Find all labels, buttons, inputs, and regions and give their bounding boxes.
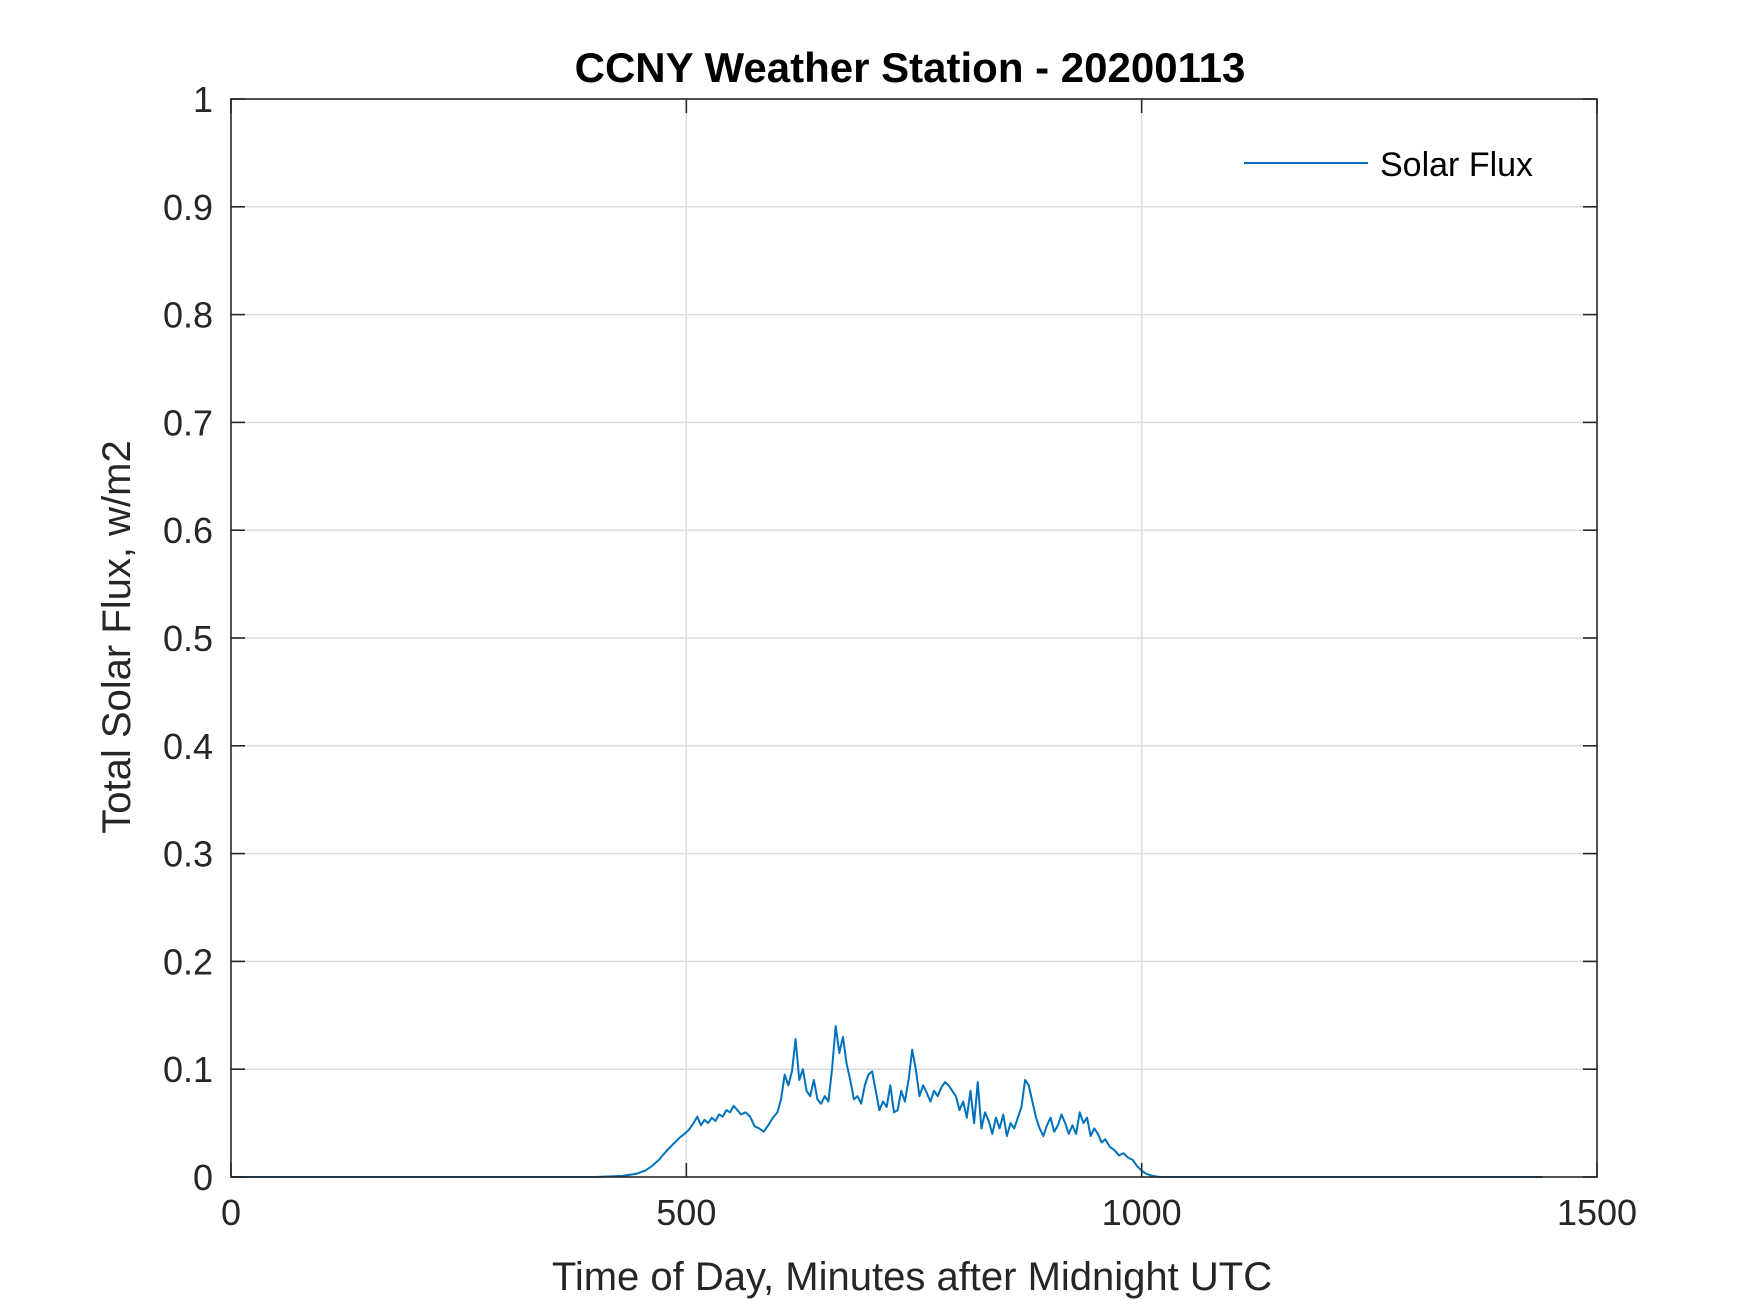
- legend-label-solar-flux: Solar Flux: [1380, 146, 1533, 184]
- y-tick-label: 0.3: [163, 834, 213, 875]
- chart-title: CCNY Weather Station - 20200113: [575, 44, 1246, 91]
- series-line-solar-flux: [231, 1025, 1543, 1178]
- y-tick-label: 0.2: [163, 941, 213, 982]
- series-layer: [231, 1025, 1543, 1178]
- y-tick-label: 0.1: [163, 1049, 213, 1090]
- y-tick-label: 0.8: [163, 295, 213, 336]
- grid-lines: [231, 99, 1597, 1177]
- x-tick-label: 0: [221, 1192, 241, 1233]
- y-tick-label: 1: [193, 79, 213, 120]
- y-tick-label: 0.6: [163, 510, 213, 551]
- y-tick-label: 0.7: [163, 402, 213, 443]
- tick-marks: [230, 98, 1598, 1178]
- y-tick-label: 0.9: [163, 187, 213, 228]
- tick-labels: 0 0.1 0.2 0.3 0.4 0.5 0.6 0.7 0.8 0.9 1 0 500 1000 150…: [163, 79, 1637, 1233]
- y-tick-label: 0.5: [163, 618, 213, 659]
- x-tick-label: 1500: [1557, 1192, 1637, 1233]
- y-tick-label: 0.4: [163, 726, 213, 767]
- x-tick-label: 500: [656, 1192, 716, 1233]
- y-tick-label: 0: [193, 1157, 213, 1198]
- x-axis-label: Time of Day, Minutes after Midnight UTC: [552, 1255, 1272, 1299]
- legend: Solar Flux: [1244, 146, 1533, 184]
- y-axis-label: Total Solar Flux, w/m2: [95, 440, 139, 833]
- x-tick-label: 1000: [1102, 1192, 1182, 1233]
